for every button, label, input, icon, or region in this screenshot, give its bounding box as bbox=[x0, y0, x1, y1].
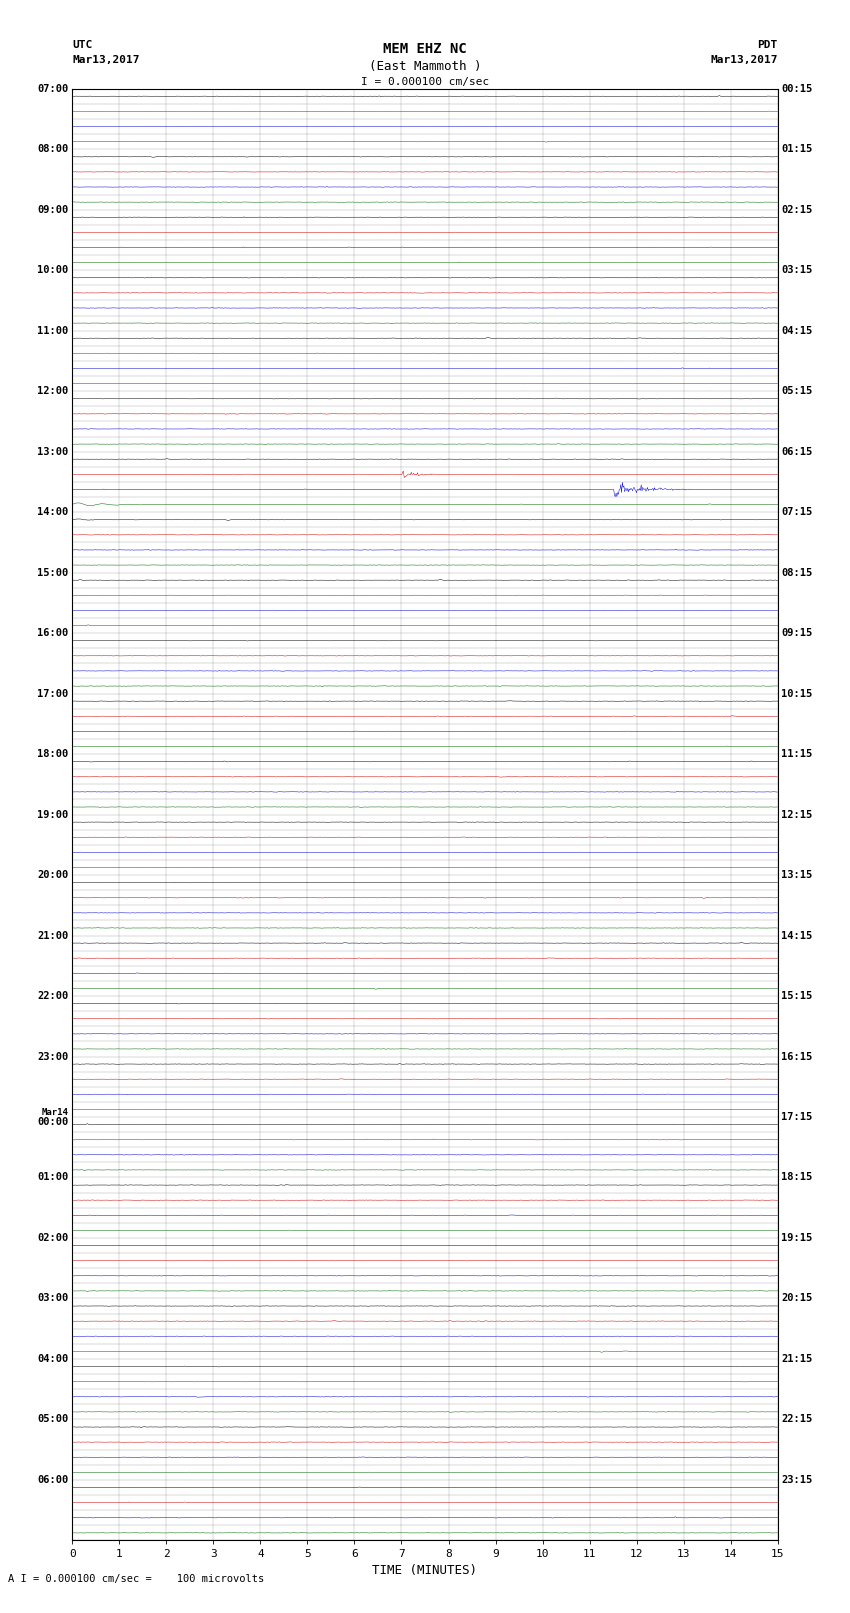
X-axis label: TIME (MINUTES): TIME (MINUTES) bbox=[372, 1563, 478, 1576]
Text: 13:15: 13:15 bbox=[781, 869, 813, 881]
Text: 12:15: 12:15 bbox=[781, 810, 813, 819]
Text: 10:00: 10:00 bbox=[37, 265, 69, 276]
Text: 04:00: 04:00 bbox=[37, 1353, 69, 1365]
Text: 15:00: 15:00 bbox=[37, 568, 69, 577]
Text: 01:00: 01:00 bbox=[37, 1173, 69, 1182]
Text: 00:00: 00:00 bbox=[37, 1118, 69, 1127]
Text: 04:15: 04:15 bbox=[781, 326, 813, 336]
Text: 00:15: 00:15 bbox=[781, 84, 813, 94]
Text: 23:15: 23:15 bbox=[781, 1474, 813, 1486]
Text: 11:00: 11:00 bbox=[37, 326, 69, 336]
Text: 18:15: 18:15 bbox=[781, 1173, 813, 1182]
Text: 03:00: 03:00 bbox=[37, 1294, 69, 1303]
Text: PDT: PDT bbox=[757, 40, 778, 50]
Text: 07:00: 07:00 bbox=[37, 84, 69, 94]
Text: 23:00: 23:00 bbox=[37, 1052, 69, 1061]
Text: 09:00: 09:00 bbox=[37, 205, 69, 215]
Text: 08:15: 08:15 bbox=[781, 568, 813, 577]
Text: A I = 0.000100 cm/sec =    100 microvolts: A I = 0.000100 cm/sec = 100 microvolts bbox=[8, 1574, 264, 1584]
Text: 03:15: 03:15 bbox=[781, 265, 813, 276]
Text: 01:15: 01:15 bbox=[781, 144, 813, 155]
Text: Mar13,2017: Mar13,2017 bbox=[72, 55, 139, 65]
Text: Mar14: Mar14 bbox=[42, 1108, 69, 1118]
Text: 14:00: 14:00 bbox=[37, 506, 69, 518]
Text: 12:00: 12:00 bbox=[37, 386, 69, 397]
Text: I = 0.000100 cm/sec: I = 0.000100 cm/sec bbox=[361, 77, 489, 87]
Text: 20:15: 20:15 bbox=[781, 1294, 813, 1303]
Text: 17:00: 17:00 bbox=[37, 689, 69, 698]
Text: 22:00: 22:00 bbox=[37, 990, 69, 1002]
Text: 02:00: 02:00 bbox=[37, 1232, 69, 1244]
Text: 06:00: 06:00 bbox=[37, 1474, 69, 1486]
Text: 05:15: 05:15 bbox=[781, 386, 813, 397]
Text: 19:15: 19:15 bbox=[781, 1232, 813, 1244]
Text: 22:15: 22:15 bbox=[781, 1415, 813, 1424]
Text: (East Mammoth ): (East Mammoth ) bbox=[369, 60, 481, 73]
Text: 21:15: 21:15 bbox=[781, 1353, 813, 1365]
Text: MEM EHZ NC: MEM EHZ NC bbox=[383, 42, 467, 56]
Text: 15:15: 15:15 bbox=[781, 990, 813, 1002]
Text: 21:00: 21:00 bbox=[37, 931, 69, 940]
Text: 09:15: 09:15 bbox=[781, 627, 813, 639]
Text: 02:15: 02:15 bbox=[781, 205, 813, 215]
Text: 06:15: 06:15 bbox=[781, 447, 813, 456]
Text: 08:00: 08:00 bbox=[37, 144, 69, 155]
Text: 14:15: 14:15 bbox=[781, 931, 813, 940]
Text: 20:00: 20:00 bbox=[37, 869, 69, 881]
Text: 10:15: 10:15 bbox=[781, 689, 813, 698]
Text: 16:15: 16:15 bbox=[781, 1052, 813, 1061]
Text: 11:15: 11:15 bbox=[781, 748, 813, 760]
Text: 16:00: 16:00 bbox=[37, 627, 69, 639]
Text: UTC: UTC bbox=[72, 40, 93, 50]
Text: 07:15: 07:15 bbox=[781, 506, 813, 518]
Text: 19:00: 19:00 bbox=[37, 810, 69, 819]
Text: 18:00: 18:00 bbox=[37, 748, 69, 760]
Text: 13:00: 13:00 bbox=[37, 447, 69, 456]
Text: 17:15: 17:15 bbox=[781, 1111, 813, 1123]
Text: Mar13,2017: Mar13,2017 bbox=[711, 55, 778, 65]
Text: 05:00: 05:00 bbox=[37, 1415, 69, 1424]
